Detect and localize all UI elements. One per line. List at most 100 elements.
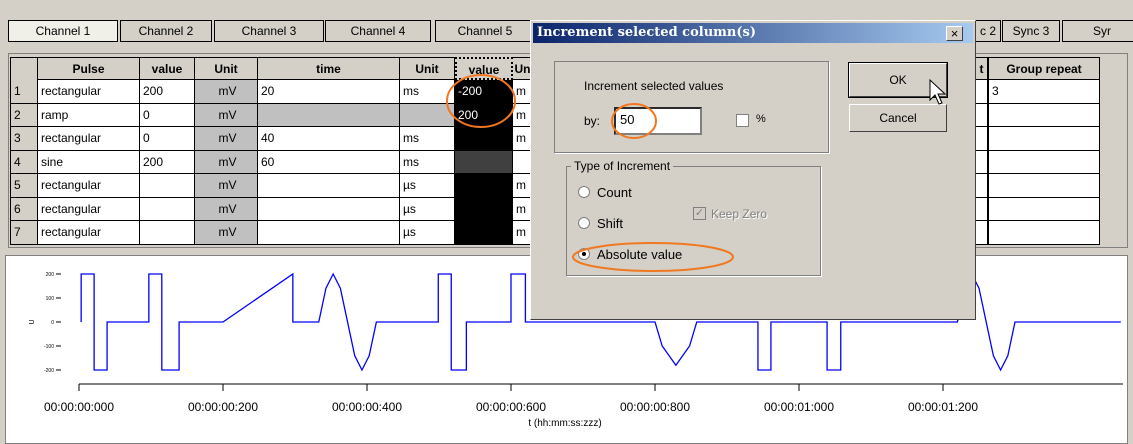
column-header[interactable]: Pulse — [38, 57, 140, 80]
table-cell[interactable]: µs — [400, 197, 455, 221]
table-cell[interactable]: -200 — [455, 80, 513, 104]
title-bar: Increment selected column(s) — [533, 23, 973, 43]
table-cell[interactable]: 0 — [140, 127, 195, 151]
table-cell[interactable] — [258, 103, 400, 127]
column-header[interactable]: value — [455, 57, 513, 80]
radio-label[interactable]: Count — [597, 185, 632, 200]
checkbox: ✓ — [693, 207, 706, 220]
table-cell[interactable] — [975, 150, 988, 174]
table-cell[interactable]: mV — [195, 127, 258, 151]
cancel-button[interactable]: Cancel — [849, 104, 947, 132]
table-cell[interactable] — [988, 103, 1100, 127]
table-cell[interactable] — [988, 197, 1100, 221]
x-tick-label: 00:00:00:000 — [44, 400, 114, 414]
tab[interactable]: Channel 3 — [214, 20, 324, 42]
column-header[interactable]: Unit — [400, 57, 455, 80]
table-cell[interactable]: mV — [195, 221, 258, 245]
table-cell[interactable]: mV — [195, 197, 258, 221]
table-cell[interactable] — [975, 197, 988, 221]
table-cell[interactable]: mV — [195, 150, 258, 174]
checkbox[interactable] — [736, 114, 749, 127]
y-tick-label: -100 — [44, 344, 54, 350]
y-tick-label: 200 — [46, 272, 55, 278]
table-cell[interactable] — [400, 103, 455, 127]
table-cell[interactable] — [455, 197, 513, 221]
table-cell[interactable] — [140, 197, 195, 221]
table-cell[interactable]: rectangular — [38, 197, 140, 221]
table-cell[interactable]: 200 — [140, 80, 195, 104]
table-cell[interactable] — [975, 127, 988, 151]
table-cell[interactable] — [455, 221, 513, 245]
column-header[interactable]: value — [140, 57, 195, 80]
table-cell[interactable] — [258, 197, 400, 221]
table-cell[interactable] — [455, 150, 513, 174]
tab[interactable]: c 2 — [975, 20, 1001, 42]
table-cell[interactable]: rectangular — [38, 80, 140, 104]
table-cell[interactable] — [975, 103, 988, 127]
tab[interactable]: Sync 3 — [1002, 20, 1060, 42]
table-cell[interactable]: mV — [195, 174, 258, 198]
y-tick-label: 100 — [46, 296, 55, 302]
table-cell[interactable] — [988, 174, 1100, 198]
table-cell[interactable]: µs — [400, 221, 455, 245]
table-cell[interactable]: 40 — [258, 127, 400, 151]
table-cell[interactable]: 20 — [258, 80, 400, 104]
tab[interactable]: Channel 5 — [435, 20, 535, 42]
x-axis-label: t (hh:mm:ss:zzz) — [528, 418, 601, 429]
table-cell[interactable]: rectangular — [38, 174, 140, 198]
radio-button[interactable] — [578, 186, 590, 198]
table-cell[interactable] — [988, 150, 1100, 174]
table-cell[interactable] — [258, 221, 400, 245]
table-cell[interactable] — [988, 221, 1100, 245]
radio-button[interactable] — [578, 248, 590, 260]
table-cell[interactable]: mV — [195, 80, 258, 104]
text-input[interactable]: 50 — [614, 107, 702, 135]
radio-label[interactable]: Absolute value — [597, 247, 683, 262]
header-cell — [10, 57, 38, 81]
table-cell[interactable] — [975, 221, 988, 245]
close-button[interactable]: × — [946, 26, 963, 41]
label: by: — [584, 114, 601, 128]
ok-button[interactable]: OK — [848, 62, 948, 98]
group-box — [554, 61, 829, 153]
table-cell[interactable] — [140, 221, 195, 245]
column-header[interactable]: time — [258, 57, 400, 80]
table-cell[interactable] — [140, 174, 195, 198]
table-cell[interactable]: µs — [400, 174, 455, 198]
table-cell[interactable]: 200 — [455, 103, 513, 127]
y-axis-label: U — [29, 319, 36, 324]
tab[interactable]: Channel 1 — [8, 20, 118, 42]
column-header[interactable]: Un — [513, 57, 533, 80]
table-cell[interactable]: ms — [400, 150, 455, 174]
dialog: Increment selected column(s) × Increment s… — [530, 20, 976, 320]
radio-button[interactable] — [578, 217, 590, 229]
table-cell[interactable]: 0 — [140, 103, 195, 127]
table-cell[interactable]: sine — [38, 150, 140, 174]
row-header: 2 — [10, 103, 38, 127]
row-header: 3 — [10, 127, 38, 151]
table-cell[interactable] — [455, 127, 513, 151]
table-cell[interactable]: ramp — [38, 103, 140, 127]
table-cell[interactable]: mV — [195, 103, 258, 127]
table-cell[interactable]: 200 — [140, 150, 195, 174]
column-header[interactable]: t — [975, 57, 988, 80]
table-cell[interactable]: ms — [400, 127, 455, 151]
tab[interactable]: Syr — [1062, 20, 1133, 42]
column-header[interactable]: Group repeat — [988, 57, 1100, 80]
table-cell[interactable]: rectangular — [38, 127, 140, 151]
table-cell[interactable] — [258, 174, 400, 198]
table-cell[interactable]: ms — [400, 80, 455, 104]
table-cell[interactable]: 3 — [988, 80, 1100, 104]
group-label: Increment selected values — [584, 79, 724, 93]
table-cell[interactable]: 60 — [258, 150, 400, 174]
column-header[interactable]: Unit — [195, 57, 258, 80]
tab[interactable]: Channel 2 — [120, 20, 212, 42]
table-cell[interactable] — [455, 174, 513, 198]
table-cell[interactable] — [975, 174, 988, 198]
table-cell[interactable] — [988, 127, 1100, 151]
table-cell[interactable]: rectangular — [38, 221, 140, 245]
table-cell[interactable] — [975, 80, 988, 104]
tab[interactable]: Channel 4 — [325, 20, 431, 42]
radio-label[interactable]: Shift — [597, 216, 624, 231]
